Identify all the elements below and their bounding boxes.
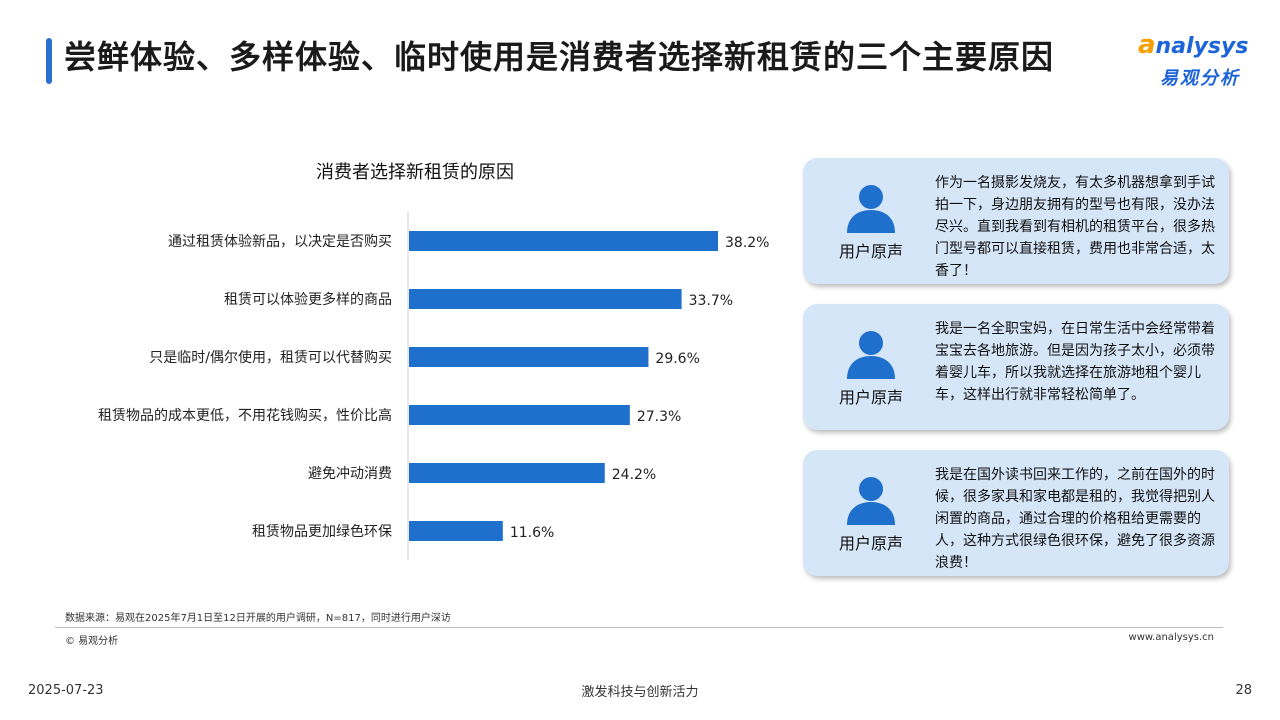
bar-chart: 通过租赁体验新品，以决定是否购买 38.2% 租赁可以体验更多样的商品 33.7% 只是… [98,212,769,560]
data-label: 27.3% [637,409,681,425]
user-icon [847,477,895,525]
data-source-note: 数据来源：易观在2025年7月1日至12日开展的用户调研，N=817，同时进行用… [65,613,451,624]
quote-text: 我是在国外读书回来工作的，之前在国外的时候，很多家具和家电都是租的，我觉得把别人… [935,467,1215,571]
page-number: 28 [1235,683,1252,698]
quote-text: 作为一名摄影发烧友，有太多机器想拿到手试拍一下，身边朋友拥有的型号也有限，没办法… [935,175,1215,279]
category-label: 租赁物品的成本更低，不用花钱购买，性价比高 [98,407,392,424]
quote-text: 我是一名全职宝妈，在日常生活中会经常带着宝宝去各地旅游。但是因为孩子太小，必须带… [935,321,1215,403]
data-label: 38.2% [725,235,769,251]
logo-letter: a [1138,30,1156,60]
quote-card-3: 用户原声 我是在国外读书回来工作的，之前在国外的时候，很多家具和家电都是租的，我… [803,450,1229,576]
user-voice-label: 用户原声 [838,242,903,261]
title-accent-bar [46,38,52,84]
category-label: 通过租赁体验新品，以决定是否购买 [168,234,392,250]
user-voice-label: 用户原声 [838,388,903,407]
category-label: 租赁可以体验更多样的商品 [224,291,392,308]
bar [409,521,503,541]
chart-title: 消费者选择新租赁的原因 [316,162,514,183]
bar [409,463,605,483]
logo-text: nalysys [1155,34,1249,59]
website-link[interactable]: www.analysys.cn [1128,632,1214,643]
bar [409,231,718,251]
footer-divider [55,627,1223,628]
user-icon [847,331,895,379]
footer-date: 2025-07-23 [28,683,104,698]
page-title: 尝鲜体验、多样体验、临时使用是消费者选择新租赁的三个主要原因 [64,38,1055,76]
bar [409,289,682,309]
bar [409,347,649,367]
user-voice-label: 用户原声 [838,534,903,553]
data-label: 29.6% [655,351,699,367]
user-icon [847,185,895,233]
data-label: 33.7% [689,293,733,309]
data-label: 11.6% [510,525,554,541]
logo-subtitle: 易观分析 [1160,68,1240,89]
category-label: 避免冲动消费 [308,466,392,482]
data-label: 24.2% [612,467,656,483]
quote-card-1: 用户原声 作为一名摄影发烧友，有太多机器想拿到手试拍一下，身边朋友拥有的型号也有… [803,158,1229,284]
bar [409,405,630,425]
analysys-logo: analysys 易观分析 [1138,30,1263,94]
category-label: 只是临时/偶尔使用，租赁可以代替购买 [149,349,392,366]
quote-card-2: 用户原声 我是一名全职宝妈，在日常生活中会经常带着宝宝去各地旅游。但是因为孩子太… [803,304,1229,430]
category-label: 租赁物品更加绿色环保 [252,523,392,540]
footer-slogan: 激发科技与创新活力 [581,685,699,700]
copyright: © 易观分析 [65,636,119,647]
